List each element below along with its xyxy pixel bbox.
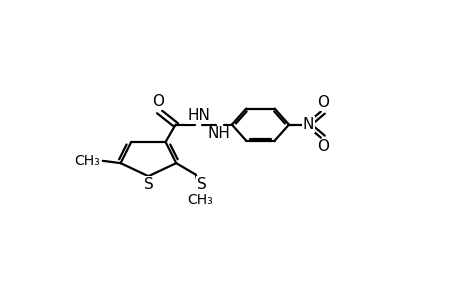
Text: NH: NH [207, 127, 230, 142]
Text: S: S [143, 177, 153, 192]
Text: O: O [317, 95, 329, 110]
Text: N: N [302, 117, 313, 132]
Text: HN: HN [187, 108, 210, 123]
Text: CH₃: CH₃ [187, 193, 213, 207]
Text: S: S [196, 177, 206, 192]
Text: O: O [317, 140, 329, 154]
Text: O: O [151, 94, 163, 109]
Text: CH₃: CH₃ [74, 154, 100, 168]
